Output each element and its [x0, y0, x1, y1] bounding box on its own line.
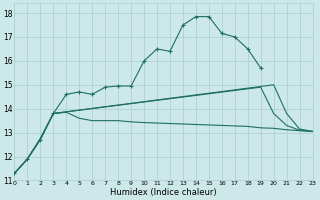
X-axis label: Humidex (Indice chaleur): Humidex (Indice chaleur): [110, 188, 217, 197]
